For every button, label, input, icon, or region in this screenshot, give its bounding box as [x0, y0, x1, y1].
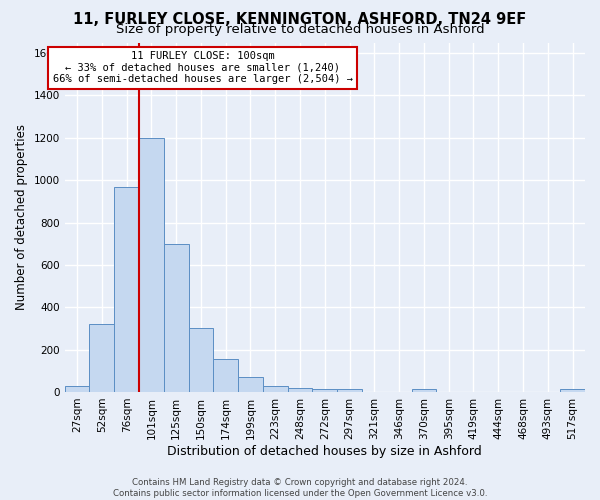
Bar: [337, 389, 362, 392]
Bar: [188, 328, 214, 392]
Bar: [287, 388, 313, 392]
Bar: [114, 186, 139, 392]
Bar: [214, 359, 238, 392]
Bar: [238, 377, 263, 392]
Bar: [560, 389, 585, 392]
Bar: [139, 138, 164, 392]
Text: 11, FURLEY CLOSE, KENNINGTON, ASHFORD, TN24 9EF: 11, FURLEY CLOSE, KENNINGTON, ASHFORD, T…: [73, 12, 527, 28]
Bar: [89, 324, 114, 392]
Bar: [164, 244, 188, 392]
X-axis label: Distribution of detached houses by size in Ashford: Distribution of detached houses by size …: [167, 444, 482, 458]
Y-axis label: Number of detached properties: Number of detached properties: [15, 124, 28, 310]
Text: 11 FURLEY CLOSE: 100sqm
← 33% of detached houses are smaller (1,240)
66% of semi: 11 FURLEY CLOSE: 100sqm ← 33% of detache…: [53, 51, 353, 84]
Bar: [263, 386, 287, 392]
Bar: [65, 386, 89, 392]
Text: Size of property relative to detached houses in Ashford: Size of property relative to detached ho…: [116, 22, 484, 36]
Bar: [412, 389, 436, 392]
Bar: [313, 389, 337, 392]
Text: Contains HM Land Registry data © Crown copyright and database right 2024.
Contai: Contains HM Land Registry data © Crown c…: [113, 478, 487, 498]
